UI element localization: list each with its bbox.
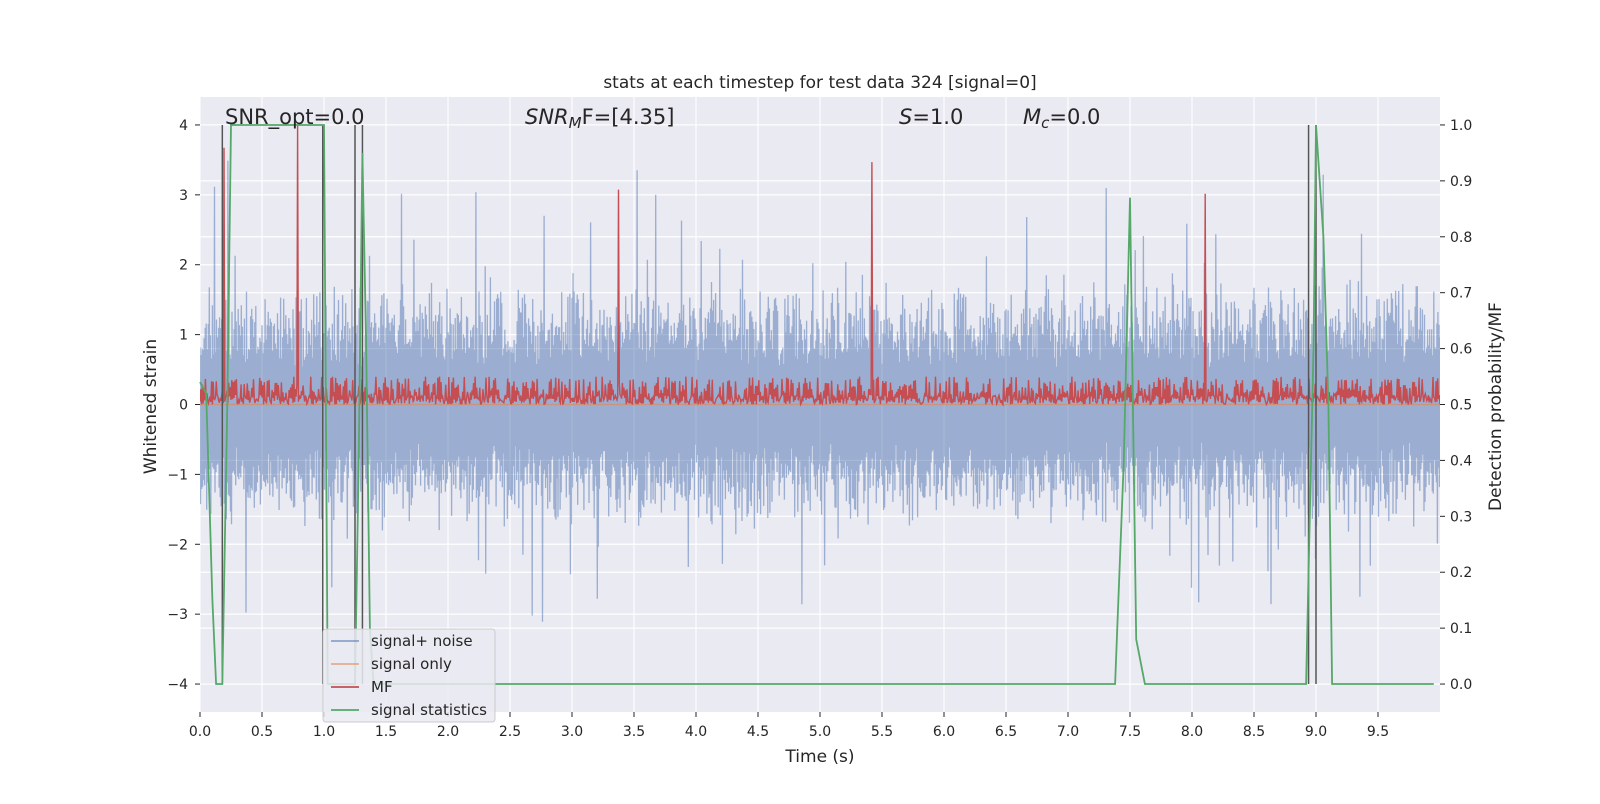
y-tick-label: −3 (167, 607, 188, 623)
annotation-mc-tail: =0.0 (1049, 105, 1100, 129)
x-tick-label: 7.0 (1057, 724, 1079, 740)
y-right-tick-label: 0.3 (1450, 509, 1472, 525)
legend-label-mf: MF (371, 678, 393, 696)
x-tick-label: 2.0 (437, 724, 459, 740)
legend-entry-signal-only: signal only (331, 655, 452, 673)
x-tick-label: 6.5 (995, 724, 1017, 740)
x-tick-label: 5.0 (809, 724, 831, 740)
y-tick-label: −1 (167, 467, 188, 483)
y-axis-label: Whitened strain (141, 339, 161, 474)
x-tick-label: 8.0 (1181, 724, 1203, 740)
y-tick-label: 3 (179, 188, 188, 204)
annotation-mc-symbol: M (1023, 105, 1041, 129)
annotation-s: S=1.0 (899, 105, 963, 129)
x-tick-label: 3.5 (623, 724, 645, 740)
x-tick-label: 4.5 (747, 724, 769, 740)
x-tick-label: 4.0 (685, 724, 707, 740)
x-tick-label: 6.0 (933, 724, 955, 740)
y-right-tick-label: 1.0 (1450, 118, 1472, 134)
x-tick-label: 2.5 (499, 724, 521, 740)
y-right-tick-label: 0.7 (1450, 286, 1472, 302)
y-tick-label: 4 (179, 118, 188, 134)
annotation-mc-sub: c (1041, 114, 1050, 132)
y-tick-label: 0 (179, 398, 188, 414)
x-tick-label: 5.5 (871, 724, 893, 740)
y-right-tick-label: 0.2 (1450, 565, 1472, 581)
axis-ticks: 0.0 0.5 1.0 1.5 2.0 2.5 3.0 3.5 4.0 4.5 5.0 5.5 6.0 6… (167, 118, 1472, 740)
annotation-s-symbol: S (899, 105, 912, 129)
series-mf (200, 125, 1440, 407)
legend-label-signal-noise: signal+ noise (371, 632, 473, 650)
legend-entry-mf: MF (331, 678, 393, 696)
y-tick-label: −4 (167, 677, 188, 693)
legend: signal+ noise signal only MF signal stat… (322, 628, 496, 723)
y-right-tick-label: 0.6 (1450, 342, 1472, 358)
annotation-s-tail: =1.0 (912, 105, 963, 129)
y-right-tick-label: 0.9 (1450, 174, 1472, 190)
x-axis-label: Time (s) (784, 747, 854, 767)
series-signal-statistics (199, 124, 1434, 685)
y-right-tick-label: 0.8 (1450, 230, 1472, 246)
legend-label-signal-statistics: signal statistics (371, 701, 487, 719)
x-tick-label: 9.5 (1367, 724, 1389, 740)
signal-statistics-layer (199, 124, 1434, 685)
annotation-mc: Mc=0.0 (1023, 105, 1100, 132)
x-tick-label: 3.0 (561, 724, 583, 740)
x-tick-label: 1.0 (313, 724, 335, 740)
legend-entry-signal-statistics: signal statistics (331, 701, 487, 719)
annotation-snr-mf: SNRMF=[4.35] (525, 105, 674, 132)
x-tick-label: 0.0 (189, 724, 211, 740)
y-right-tick-label: 0.1 (1450, 621, 1472, 637)
annotation-snr-mf-symbol: SNR (525, 105, 569, 129)
legend-label-signal-only: signal only (371, 655, 452, 673)
chart-title: stats at each timestep for test data 324… (603, 73, 1036, 93)
series-signal-noise (200, 160, 1440, 622)
series-layer (200, 125, 1440, 622)
x-tick-label: 0.5 (251, 724, 273, 740)
legend-box (322, 628, 496, 723)
annotation-snr-mf-sub: M (569, 114, 582, 132)
x-tick-label: 7.5 (1119, 724, 1141, 740)
y-tick-label: 1 (179, 328, 188, 344)
y-axis-right-label: Detection probability/MF (1486, 302, 1506, 511)
annotation-snr-mf-tail: F=[4.35] (582, 105, 675, 129)
x-tick-label: 9.0 (1305, 724, 1327, 740)
y-tick-label: 2 (179, 258, 188, 274)
y-right-tick-label: 0.0 (1450, 677, 1472, 693)
annotation-snr-opt: SNR_opt=0.0 (225, 105, 365, 130)
x-tick-label: 8.5 (1243, 724, 1265, 740)
x-tick-label: 1.5 (375, 724, 397, 740)
y-right-tick-label: 0.5 (1450, 398, 1472, 414)
legend-entry-signal-noise: signal+ noise (331, 632, 473, 650)
y-tick-label: −2 (167, 537, 188, 553)
y-right-tick-label: 0.4 (1450, 453, 1472, 469)
